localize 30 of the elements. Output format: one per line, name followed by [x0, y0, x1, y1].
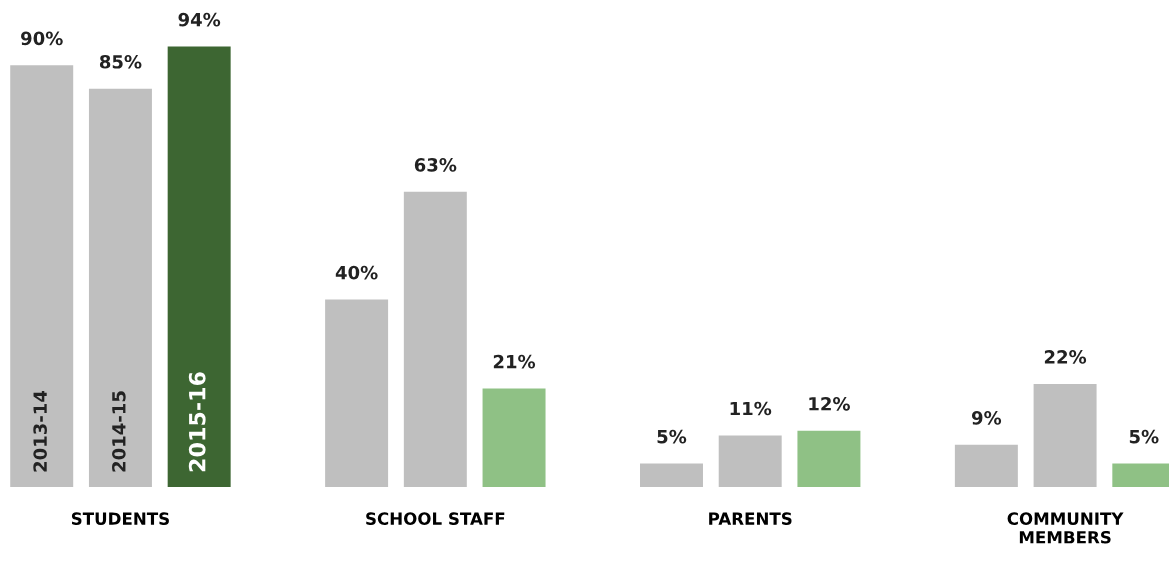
bar — [403, 191, 467, 488]
data-label: 9% — [971, 411, 1002, 425]
x-tick-label: SCHOOL STAFF — [366, 512, 505, 525]
data-label: 63% — [414, 158, 457, 172]
x-tick-label: PARENTS — [709, 512, 792, 525]
data-label: 90% — [21, 31, 63, 46]
data-label: 5% — [657, 429, 687, 444]
bar — [325, 299, 389, 488]
x-tick-label: STUDENTS — [71, 512, 169, 525]
bar — [797, 430, 861, 488]
data-label: 22% — [1044, 350, 1087, 364]
data-label: 11% — [730, 401, 772, 416]
bar — [954, 444, 1018, 488]
bar — [167, 46, 231, 488]
bar — [640, 463, 703, 488]
series-label: 2013-14 — [33, 390, 47, 472]
bar — [718, 435, 782, 488]
data-label: 12% — [809, 396, 850, 411]
data-label: 94% — [178, 12, 221, 27]
data-label: 5% — [1129, 429, 1159, 444]
data-label: 21% — [493, 354, 536, 369]
x-tick-label: COMMUNITY MEMBERS — [1007, 512, 1124, 544]
bar — [10, 65, 74, 488]
bar — [88, 88, 152, 488]
bar — [1033, 383, 1097, 488]
series-label: 2015-16 — [188, 372, 206, 472]
data-label: 40% — [335, 265, 378, 280]
series-label: 2014-15 — [112, 391, 126, 472]
bar — [482, 388, 546, 488]
data-label: 85% — [99, 54, 142, 69]
